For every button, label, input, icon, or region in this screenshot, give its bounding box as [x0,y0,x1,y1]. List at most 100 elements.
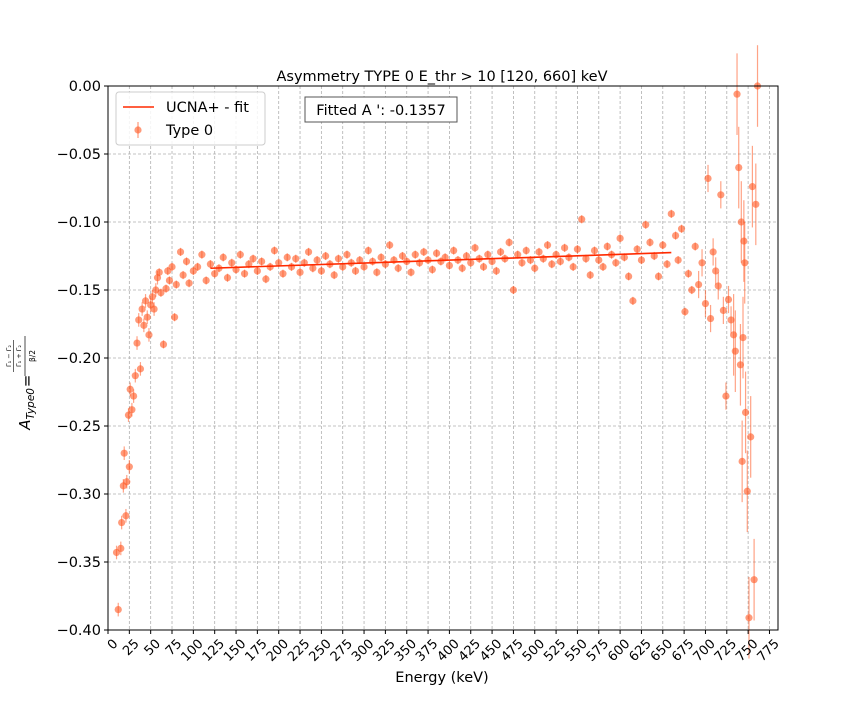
data-point [671,232,680,240]
legend-fit-label: UCNA+ - fit [166,100,249,116]
data-point [343,251,351,259]
data-point [159,340,168,348]
data-point [736,361,745,369]
data-point [202,276,210,285]
data-point [458,264,466,272]
data-point [140,321,148,329]
data-point [629,297,637,305]
data-point [194,263,202,271]
x-tick-label: 25 [120,637,142,659]
data-point [695,280,703,289]
data-point [663,260,671,268]
point-group [112,82,762,622]
y-tick-label: −0.25 [57,419,101,435]
data-point [612,259,620,267]
data-point [249,255,257,263]
data-point [330,271,338,279]
data-point [441,253,449,261]
y-axis-label-num-bottom: Γ₁ + Γ₂ [15,345,23,367]
data-point [155,268,163,276]
data-point [667,210,675,218]
data-point [646,238,654,246]
data-point [450,246,458,255]
data-point [135,316,143,324]
data-point [573,245,582,253]
data-point [304,248,313,256]
data-point [228,259,236,267]
data-point [733,90,741,98]
data-point [168,263,176,271]
data-point [351,267,360,275]
y-tick-label: −0.15 [57,283,101,299]
data-point [556,257,564,266]
data-point [731,347,739,355]
data-point [522,246,530,255]
data-point [681,308,689,316]
data-point [153,274,162,282]
y-tick-label: −0.05 [57,147,101,163]
data-point [275,259,283,267]
data-point [120,449,128,457]
y-tick-label: 0.00 [69,79,101,95]
data-point [616,234,624,242]
y-axis-label-main: A [16,420,34,431]
data-point [595,256,603,264]
data-point [743,487,751,495]
data-point [603,242,611,251]
fit-annotation-text: Fitted A ': -0.1357 [316,103,445,119]
y-axis-label-den: β/2 [28,350,37,362]
legend: UCNA+ - fit Type 0 [115,91,266,146]
data-point [162,285,170,293]
data-point [317,267,325,275]
data-point [531,264,539,272]
data-point [722,392,730,400]
data-point [599,263,607,271]
y-tick-label: −0.30 [57,487,101,503]
data-point [145,331,153,339]
data-point [739,334,747,342]
data-point [270,246,279,255]
data-point [467,259,475,267]
data-point [701,300,710,308]
data-point [569,263,577,271]
data-point [642,221,650,229]
data-point [179,271,187,279]
data-point [157,289,165,297]
data-point [543,241,552,249]
data-point [747,433,755,441]
data-point [750,576,758,584]
data-point [677,225,686,233]
data-point [407,268,415,276]
data-point [518,259,526,267]
data-point [752,200,760,208]
data-point [373,268,381,276]
data-point [219,253,227,261]
data-point [126,385,134,393]
x-tick-label: 0 [105,637,121,653]
data-point [339,263,347,271]
data-point [398,252,407,260]
data-point [637,256,646,264]
data-point [198,251,206,259]
data-point [377,253,385,261]
data-point [240,270,249,278]
data-point [117,544,125,553]
data-point [170,313,179,321]
grid-group [107,85,778,631]
data-point [714,282,722,290]
data-point [548,260,556,268]
data-point [296,268,304,276]
data-point [691,242,699,251]
fit-annotation: Fitted A ': -0.1357 [304,96,458,123]
data-point [123,478,131,486]
data-point [411,251,419,259]
data-point [445,261,454,270]
data-point [724,295,733,304]
svg-text:AType0: AType0 [16,388,37,431]
data-point [565,253,573,261]
data-point [526,256,535,264]
data-point [125,463,133,471]
data-point [741,408,750,416]
data-point [674,256,682,264]
y-tick-label: −0.20 [57,351,101,367]
